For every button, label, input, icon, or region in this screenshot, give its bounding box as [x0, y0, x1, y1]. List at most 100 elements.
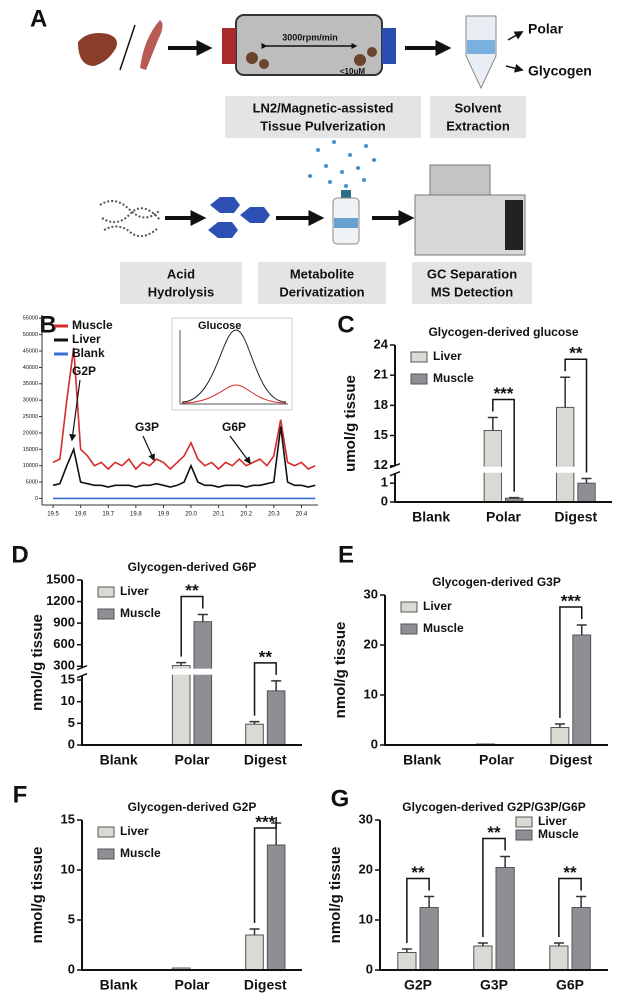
annotation: G3P: [135, 420, 159, 434]
y-tick-label: 45000: [23, 348, 38, 354]
legend-label: Liver: [120, 584, 149, 598]
bar: [577, 482, 596, 503]
y-tick-label: 24: [374, 336, 389, 351]
x-tick-label: 20.1: [213, 512, 225, 518]
step-label: Metabolite: [290, 266, 354, 281]
step-label: Acid: [167, 266, 195, 281]
step-box: [412, 262, 532, 304]
y-tick-label: 15000: [23, 447, 38, 453]
slash: [119, 24, 136, 71]
step-label: Derivatization: [279, 284, 364, 299]
legend-swatch: [97, 586, 115, 598]
y-tick-label: 21: [374, 367, 388, 382]
significance-bracket: [180, 595, 204, 657]
bar: [483, 430, 503, 503]
legend-swatch: [515, 829, 533, 841]
x-tick-label: 20.2: [240, 512, 252, 518]
glycogen-icon: [99, 200, 161, 238]
y-axis-label: nmol/g tissue: [327, 847, 344, 944]
output-label: Glycogen: [528, 63, 592, 79]
error-bar: [477, 942, 488, 946]
legend-swatch: [410, 351, 428, 363]
x-tick-label: Polar: [174, 752, 210, 768]
legend-label: Liver: [423, 599, 452, 613]
panel-label: B: [39, 311, 56, 338]
bar: [245, 723, 264, 746]
error-bar: [554, 723, 565, 728]
device-cap: [222, 28, 236, 64]
series-line: [52, 426, 316, 488]
legend-label: Blank: [72, 346, 105, 360]
device-speed: 3000rpm/min: [282, 32, 338, 42]
error-bar: [249, 720, 260, 725]
arrow: [507, 31, 524, 41]
y-tick-label: 35000: [23, 381, 38, 387]
significance-label: **: [411, 863, 425, 882]
panel-label: D: [11, 541, 28, 568]
x-tick-label: Blank: [100, 752, 138, 768]
bar: [495, 867, 515, 971]
legend-label: Muscle: [120, 846, 161, 860]
chart-title: Glycogen-derived G2P/G3P/G6P: [402, 800, 585, 814]
error-bar: [500, 855, 511, 868]
step-box: [430, 96, 526, 138]
y-tick-label: 1200: [46, 593, 75, 608]
y-tick-label: 15: [61, 671, 75, 686]
significance-bracket: [406, 877, 430, 943]
annotation: G6P: [222, 420, 246, 434]
step-label: Hydrolysis: [148, 284, 214, 299]
panel-label: E: [338, 541, 354, 568]
y-tick-label: 40000: [23, 365, 38, 371]
y-tick-label: 1: [381, 475, 388, 490]
y-tick-label: 10: [61, 861, 75, 876]
step-label: GC Separation: [427, 266, 517, 281]
x-tick-label: 19.9: [158, 512, 170, 518]
y-tick-label: 300: [53, 658, 75, 673]
y-tick-label: 10: [364, 686, 378, 701]
device-size: <10uM: [340, 67, 365, 76]
error-bar: [487, 416, 498, 431]
x-tick-label: G3P: [480, 977, 508, 993]
significance-label: ***: [561, 591, 581, 610]
y-tick-label: 0: [381, 493, 388, 508]
y-tick-label: 1500: [46, 571, 75, 586]
bar: [266, 844, 286, 971]
axis-break: [389, 466, 614, 473]
panel-label: C: [337, 311, 354, 338]
annotation-arrow: [142, 435, 155, 462]
error-bar: [509, 496, 520, 499]
step-label: LN2/Magnetic-assisted: [253, 100, 394, 115]
error-bar: [249, 928, 260, 935]
legend-swatch: [400, 601, 418, 613]
x-tick-label: 20.0: [185, 512, 197, 518]
x-tick-label: Blank: [412, 509, 450, 525]
y-tick-label: 12: [374, 457, 388, 472]
annotation-arrow: [229, 435, 251, 465]
significance-label: **: [569, 344, 583, 363]
significance-bracket: [559, 606, 583, 718]
legend-label: Muscle: [433, 371, 474, 385]
y-tick-label: 15: [374, 427, 388, 442]
y-tick-label: 20: [359, 861, 373, 876]
significance-label: **: [563, 863, 577, 882]
error-bar: [176, 661, 187, 666]
y-tick-label: 30000: [23, 398, 38, 404]
error-bar: [271, 680, 282, 691]
bar: [193, 621, 213, 746]
significance-bracket: [253, 817, 277, 923]
y-tick-label: 30: [359, 811, 373, 826]
step-label: Tissue Pulverization: [260, 118, 386, 133]
significance-label: ***: [494, 384, 514, 403]
error-bar: [560, 376, 571, 408]
x-tick-label: Digest: [244, 752, 287, 768]
y-tick-label: 18: [374, 397, 388, 412]
output-label: Polar: [528, 21, 564, 37]
x-tick-label: Blank: [100, 977, 138, 993]
inset-frame: [171, 317, 293, 411]
y-tick-label: 30: [364, 586, 378, 601]
significance-bracket: [492, 398, 515, 492]
chart-title: Glycogen-derived G6P: [128, 560, 257, 574]
panel-a: A 3000rpm/min <10uM Polar Glycogen LN2/M…: [30, 5, 592, 304]
legend-label: Liver: [433, 349, 462, 363]
x-tick-label: 20.3: [268, 512, 280, 518]
